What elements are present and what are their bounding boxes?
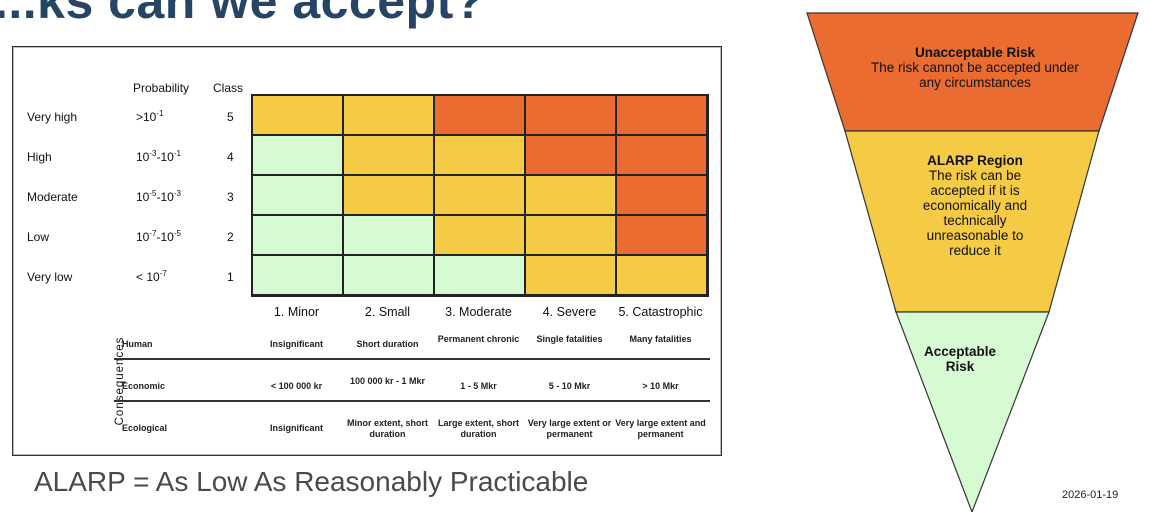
class-value: 3: [227, 190, 234, 204]
probability-range: 10-5-10-3: [136, 189, 181, 205]
severity-label: 2. Small: [364, 305, 411, 319]
risk-cell-orange: [617, 176, 708, 216]
risk-cell-orange: [617, 216, 708, 256]
divider: [114, 358, 710, 360]
risk-cell-yellow: [617, 256, 708, 296]
risk-cell-green: [344, 216, 435, 256]
risk-cell-green: [435, 256, 526, 296]
unacceptable-risk-title: Unacceptable Risk: [914, 45, 1036, 60]
severity-label: 3. Moderate: [445, 305, 512, 319]
acceptable-region: [895, 311, 1050, 512]
severity-label: 4. Severe: [542, 305, 597, 319]
unacceptable-risk-desc: The risk cannot be accepted under any ci…: [871, 60, 1079, 90]
consequence-value: Very large extent and permanent: [615, 418, 706, 439]
acceptable-risk-title: Acceptable Risk: [923, 344, 997, 374]
severity-label: 1. Minor: [273, 305, 320, 319]
risk-cell-orange: [617, 136, 708, 176]
probability-level-label: High: [27, 150, 52, 164]
consequence-value: Large extent, short duration: [437, 418, 520, 439]
consequence-value: 1 - 5 Mkr: [460, 381, 497, 391]
probability-level-label: Low: [27, 230, 50, 244]
probability-range: 10-3-10-1: [136, 149, 181, 165]
risk-cell-yellow: [435, 216, 526, 256]
consequence-value: 5 - 10 Mkr: [548, 381, 591, 391]
risk-cell-yellow: [526, 216, 617, 256]
risk-cell-yellow: [526, 176, 617, 216]
severity-label: 5. Catastrophic: [618, 305, 703, 319]
risk-cell-green: [253, 256, 344, 296]
consequence-value: > 10 Mkr: [642, 381, 679, 391]
consequence-value: Insignificant: [269, 423, 323, 433]
risk-matrix-grid: [251, 94, 709, 297]
probability-level-label: Moderate: [27, 190, 78, 204]
risk-cell-green: [253, 176, 344, 216]
risk-cell-yellow: [344, 96, 435, 136]
risk-cell-yellow: [435, 136, 526, 176]
risk-cell-yellow: [435, 176, 526, 216]
risk-cell-orange: [526, 136, 617, 176]
acceptable-risk-text: Acceptable Risk: [910, 344, 1010, 374]
probability-range: >10-1: [136, 109, 164, 125]
class-value: 1: [227, 270, 234, 284]
consequence-type-label: Economic: [122, 381, 166, 391]
consequence-value: < 100 000 kr: [270, 381, 323, 391]
unacceptable-risk-text: Unacceptable Risk The risk cannot be acc…: [835, 45, 1115, 90]
consequence-type-label: Ecological: [122, 423, 168, 433]
probability-level-label: Very high: [27, 110, 78, 124]
risk-cell-orange: [617, 96, 708, 136]
alarp-definition: ALARP = As Low As Reasonably Practicable: [34, 466, 589, 497]
class-value: 2: [227, 230, 234, 244]
risk-cell-orange: [435, 96, 526, 136]
risk-cell-green: [253, 136, 344, 176]
consequence-value: Single fatalities: [536, 334, 603, 344]
probability-range: 10-7-10-5: [136, 229, 181, 245]
consequence-value: Permanent chronic: [437, 334, 520, 344]
consequence-value: Insignificant: [269, 339, 323, 349]
alarp-region-text: ALARP Region The risk can be accepted if…: [895, 153, 1055, 258]
page-title: ...ks can we accept?: [0, 0, 485, 29]
class-value: 5: [227, 110, 234, 124]
alarp-region-desc: The risk can be accepted if it is econom…: [922, 168, 1028, 258]
risk-cell-yellow: [253, 96, 344, 136]
risk-cell-yellow: [344, 176, 435, 216]
probability-level-label: Very low: [27, 270, 73, 284]
risk-cell-green: [344, 256, 435, 296]
consequence-value: Minor extent, short duration: [346, 418, 428, 439]
divider: [114, 400, 710, 402]
probability-header: Probability: [133, 81, 190, 95]
risk-cell-yellow: [526, 256, 617, 296]
consequence-value: Very large extent or permanent: [527, 418, 612, 439]
risk-cell-orange: [526, 96, 617, 136]
alarp-region-title: ALARP Region: [927, 153, 1023, 168]
consequence-value: Short duration: [356, 339, 419, 349]
risk-cell-green: [253, 216, 344, 256]
class-header: Class: [213, 81, 244, 95]
consequence-type-label: Human: [122, 339, 153, 349]
consequence-value: 100 000 kr - 1 Mkr: [349, 376, 426, 386]
class-value: 4: [227, 150, 234, 164]
probability-range: < 10-7: [136, 269, 167, 285]
risk-funnel-diagram: [806, 12, 1139, 512]
slide-date: 2026-01-19: [1062, 489, 1119, 501]
consequence-value: Many fatalities: [629, 334, 692, 344]
risk-cell-yellow: [344, 136, 435, 176]
